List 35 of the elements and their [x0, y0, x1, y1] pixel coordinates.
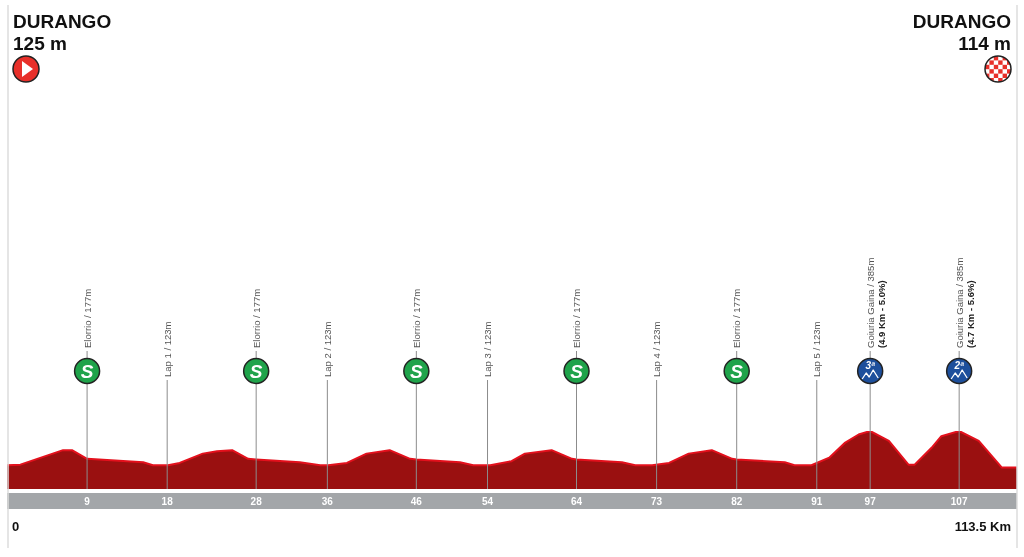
ref-line-label: Elorrio / 177m — [250, 288, 262, 348]
x-tick-label: 73 — [651, 496, 663, 507]
text: 3ª — [865, 360, 876, 371]
text: 113.5 Km — [954, 519, 1011, 534]
ref-line-label: Lap 3 / 123m — [482, 321, 494, 377]
text: S — [80, 361, 94, 382]
x-tick-label: 54 — [481, 496, 494, 507]
text: DURANGO 125 m — [13, 11, 112, 54]
x-tick-label: 107 — [950, 496, 968, 507]
ref-line-label: Elorrio / 177m — [81, 288, 93, 348]
ref-line-label: Elorrio / 177m — [410, 288, 422, 348]
text: S — [249, 361, 263, 382]
ref-line-label: Lap 2 / 123m — [321, 321, 333, 377]
ref-line-label: Elorrio / 177m — [571, 288, 583, 348]
x-tick-label: 18 — [161, 496, 174, 507]
text: S — [410, 361, 423, 382]
text: DURANGO 114 m — [912, 11, 1011, 54]
ref-line-label: Lap 5 / 123m — [811, 321, 823, 377]
ref-line-label: Goiuria Gaina / 385m (4.7 Km - 5.6%) — [953, 257, 976, 348]
ref-line-label: Lap 4 / 123m — [651, 321, 663, 377]
ref-line-label: Goiuria Gaina / 385m (4.9 Km - 5.0%) — [864, 257, 887, 348]
ref-line-label: Lap 1 / 123m — [161, 321, 173, 377]
x-tick-label: 91 — [811, 496, 823, 507]
ref-line-label: Elorrio / 177m — [731, 288, 743, 348]
x-tick-label: 82 — [731, 496, 743, 507]
text: 0 — [12, 519, 20, 534]
x-tick-label: 28 — [250, 496, 263, 507]
x-tick-label: 64 — [570, 496, 583, 507]
text: S — [570, 361, 584, 382]
x-tick-label: 9 — [84, 496, 91, 507]
text: 2ª — [953, 360, 965, 371]
x-tick-label: 97 — [864, 496, 877, 507]
text: S — [730, 361, 744, 382]
x-tick-label: 36 — [321, 496, 334, 507]
x-tick-label: 46 — [410, 496, 423, 507]
